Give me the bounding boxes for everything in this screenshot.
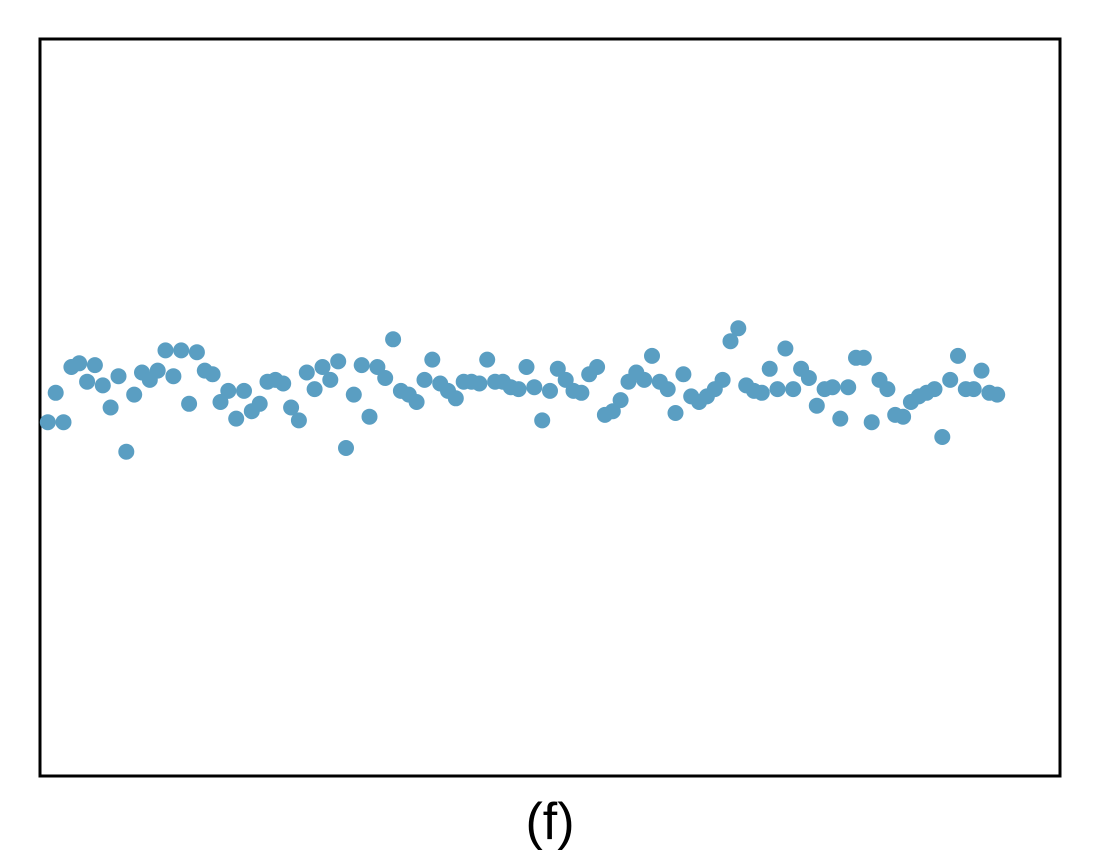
scatter-point bbox=[722, 333, 739, 350]
scatter-point bbox=[220, 382, 237, 399]
scatter-point bbox=[424, 351, 441, 368]
scatter-point bbox=[94, 377, 111, 394]
scatter-point bbox=[157, 342, 174, 359]
scatter-point bbox=[479, 351, 496, 368]
scatter-point bbox=[236, 382, 252, 399]
scatter-point bbox=[542, 382, 558, 399]
scatter-point bbox=[79, 373, 96, 390]
scatter-point bbox=[636, 371, 653, 388]
scatter-point bbox=[950, 347, 966, 364]
scatter-point bbox=[589, 359, 606, 375]
scatter-point bbox=[361, 408, 378, 425]
scatter-point bbox=[510, 381, 527, 398]
scatter-point bbox=[777, 340, 794, 357]
scatter-point bbox=[298, 364, 315, 381]
scatter-point bbox=[863, 414, 880, 431]
scatter-point bbox=[659, 381, 676, 398]
scatter-point bbox=[926, 381, 943, 398]
scatter-point bbox=[228, 410, 245, 427]
scatter-point bbox=[275, 375, 292, 392]
scatter-point bbox=[408, 394, 425, 410]
scatter-point bbox=[518, 359, 535, 375]
scatter-point bbox=[212, 394, 229, 410]
scatter-point bbox=[604, 403, 621, 420]
scatter-point bbox=[612, 392, 629, 409]
scatter-point bbox=[416, 371, 433, 388]
scatter-point bbox=[855, 349, 872, 366]
scatter-point bbox=[338, 440, 354, 456]
scatter-point bbox=[102, 399, 119, 416]
scatter-point bbox=[306, 381, 323, 398]
scatter-point bbox=[314, 359, 331, 375]
scatter-point bbox=[667, 405, 684, 421]
scatter-point bbox=[761, 360, 778, 377]
scatter-point bbox=[165, 368, 182, 385]
scatter-point bbox=[824, 379, 841, 396]
scatter-point bbox=[769, 381, 786, 398]
scatter-point bbox=[573, 384, 590, 401]
scatter-point bbox=[675, 366, 692, 383]
scatter-point bbox=[785, 381, 802, 398]
scatter-point bbox=[377, 370, 394, 386]
scatter-point bbox=[385, 331, 402, 348]
scatter-point bbox=[942, 371, 959, 388]
scatter-point bbox=[895, 408, 912, 425]
scatter-point bbox=[753, 384, 770, 401]
scatter-point bbox=[447, 390, 464, 407]
scatter-point bbox=[71, 355, 88, 372]
scatter-point bbox=[808, 397, 825, 414]
scatter-point bbox=[86, 357, 103, 374]
scatter-point bbox=[832, 410, 849, 427]
scatter-point bbox=[879, 381, 896, 398]
scatter-point bbox=[644, 347, 660, 364]
scatter-point bbox=[322, 371, 339, 388]
scatter-point bbox=[989, 386, 1006, 403]
scatter-point bbox=[934, 429, 951, 445]
scatter-point bbox=[534, 412, 551, 429]
scatter-point bbox=[549, 360, 566, 377]
scatter-point bbox=[840, 379, 857, 396]
scatter-point bbox=[526, 379, 543, 396]
scatter-point bbox=[730, 320, 747, 337]
scatter-point bbox=[345, 386, 362, 403]
scatter-point bbox=[118, 443, 135, 460]
scatter-point bbox=[800, 370, 817, 386]
scatter-point bbox=[353, 357, 370, 374]
scatter-point bbox=[47, 384, 64, 401]
scatter-point bbox=[188, 344, 205, 361]
scatter-point bbox=[714, 371, 731, 388]
scatter-point bbox=[173, 342, 190, 359]
scatter-point bbox=[290, 412, 307, 429]
scatter-point bbox=[149, 362, 166, 379]
scatter-point bbox=[181, 395, 198, 412]
scatter-point bbox=[330, 353, 347, 370]
points-layer bbox=[39, 320, 1006, 460]
scatter-point bbox=[283, 399, 300, 416]
scatter-point bbox=[251, 395, 268, 412]
scatter-point bbox=[126, 386, 143, 403]
scatter-point bbox=[471, 375, 488, 392]
scatter-point bbox=[39, 414, 56, 431]
scatter-point bbox=[965, 381, 982, 398]
scatter-point bbox=[204, 366, 221, 383]
panel-caption: (f) bbox=[525, 793, 575, 851]
scatter-point bbox=[110, 368, 127, 385]
scatter-point bbox=[55, 414, 72, 431]
scatter-point bbox=[973, 362, 990, 379]
plot-frame bbox=[38, 37, 1062, 778]
